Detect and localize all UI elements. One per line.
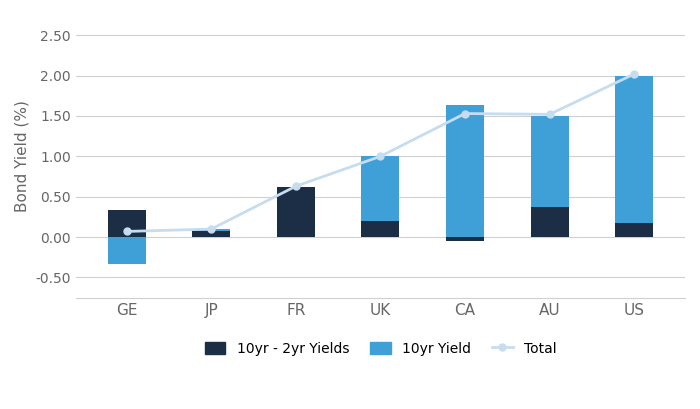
Bar [108,237,146,264]
Legend: 10yr - 2yr Yields, 10yr Yield, Total: 10yr - 2yr Yields, 10yr Yield, Total [199,336,562,362]
Bar [446,237,484,241]
Bar [193,229,230,231]
Bar [615,76,653,223]
Bar [531,207,568,237]
Bar [446,106,484,237]
Bar [615,223,653,237]
Bar [276,187,315,237]
Bar [193,231,230,237]
Bar [108,211,146,237]
Bar [531,116,568,207]
Y-axis label: Bond Yield (%): Bond Yield (%) [15,100,30,212]
Bar [361,156,400,221]
Bar [361,221,400,237]
